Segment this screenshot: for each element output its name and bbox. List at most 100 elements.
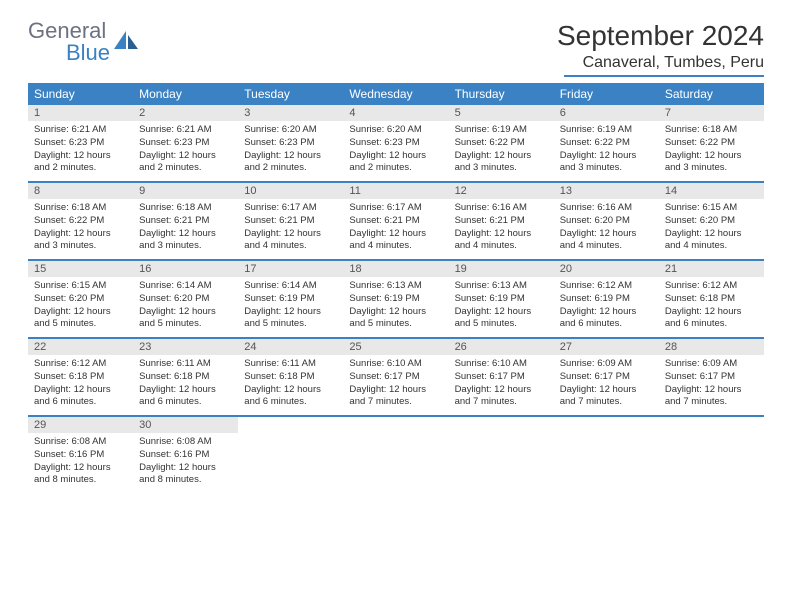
sunrise-line: Sunrise: 6:19 AM (560, 124, 653, 137)
header: General Blue September 2024 Canaveral, T… (28, 20, 764, 77)
sunset-line: Sunset: 6:17 PM (349, 371, 442, 384)
day-number: 19 (449, 261, 554, 277)
sunset-line: Sunset: 6:21 PM (349, 215, 442, 228)
day-content: Sunrise: 6:12 AMSunset: 6:18 PMDaylight:… (28, 355, 133, 414)
daylight-line: Daylight: 12 hours and 7 minutes. (560, 384, 653, 410)
day-number: 8 (28, 183, 133, 199)
daylight-line: Daylight: 12 hours and 4 minutes. (455, 228, 548, 254)
daylight-line: Daylight: 12 hours and 7 minutes. (665, 384, 758, 410)
day-cell: 21Sunrise: 6:12 AMSunset: 6:18 PMDayligh… (659, 261, 764, 337)
sunrise-line: Sunrise: 6:12 AM (34, 358, 127, 371)
location-text: Canaveral, Tumbes, Peru (564, 54, 764, 77)
sunrise-line: Sunrise: 6:13 AM (349, 280, 442, 293)
day-number: 30 (133, 417, 238, 433)
day-number: 4 (343, 105, 448, 121)
dow-friday: Friday (554, 83, 659, 105)
day-number: 14 (659, 183, 764, 199)
day-cell: 15Sunrise: 6:15 AMSunset: 6:20 PMDayligh… (28, 261, 133, 337)
day-cell: 19 Sunrise: 6:13 AMSunset: 6:19 PMDayligh… (449, 261, 554, 337)
sunset-line: Sunset: 6:19 PM (560, 293, 653, 306)
daylight-line: Daylight: 12 hours and 3 minutes. (34, 228, 127, 254)
dow-tuesday: Tuesday (238, 83, 343, 105)
day-number: 7 (659, 105, 764, 121)
daylight-line: Daylight: 12 hours and 3 minutes. (455, 150, 548, 176)
day-content: Sunrise: 6:14 AMSunset: 6:20 PMDaylight:… (133, 277, 238, 336)
day-cell: 26Sunrise: 6:10 AMSunset: 6:17 PMDayligh… (449, 339, 554, 415)
day-number: 5 (449, 105, 554, 121)
daylight-line: Daylight: 12 hours and 5 minutes. (455, 306, 548, 332)
daylight-line: Daylight: 12 hours and 4 minutes. (349, 228, 442, 254)
dow-wednesday: Wednesday (343, 83, 448, 105)
day-content: Sunrise: 6:09 AMSunset: 6:17 PMDaylight:… (659, 355, 764, 414)
sunset-line: Sunset: 6:23 PM (139, 137, 232, 150)
sunrise-line: Sunrise: 6:17 AM (349, 202, 442, 215)
sunrise-line: Sunrise: 6:13 AM (455, 280, 548, 293)
week-row: 8Sunrise: 6:18 AMSunset: 6:22 PMDaylight… (28, 183, 764, 261)
daylight-line: Daylight: 12 hours and 2 minutes. (349, 150, 442, 176)
day-cell: 30Sunrise: 6:08 AMSunset: 6:16 PMDayligh… (133, 417, 238, 493)
day-number: 25 (343, 339, 448, 355)
day-cell: 12Sunrise: 6:16 AMSunset: 6:21 PMDayligh… (449, 183, 554, 259)
sunrise-line: Sunrise: 6:20 AM (349, 124, 442, 137)
day-cell: 18Sunrise: 6:13 AMSunset: 6:19 PMDayligh… (343, 261, 448, 337)
daylight-line: Daylight: 12 hours and 2 minutes. (244, 150, 337, 176)
day-content: Sunrise: 6:18 AMSunset: 6:22 PMDaylight:… (28, 199, 133, 258)
sunset-line: Sunset: 6:21 PM (244, 215, 337, 228)
daylight-line: Daylight: 12 hours and 6 minutes. (34, 384, 127, 410)
sunrise-line: Sunrise: 6:09 AM (560, 358, 653, 371)
day-content: Sunrise: 6:17 AMSunset: 6:21 PMDaylight:… (343, 199, 448, 258)
sunrise-line: Sunrise: 6:09 AM (665, 358, 758, 371)
day-number: 17 (238, 261, 343, 277)
daylight-line: Daylight: 12 hours and 5 minutes. (244, 306, 337, 332)
day-number: 2 (133, 105, 238, 121)
sunrise-line: Sunrise: 6:21 AM (139, 124, 232, 137)
sunrise-line: Sunrise: 6:18 AM (139, 202, 232, 215)
day-number: 11 (343, 183, 448, 199)
day-cell: 9Sunrise: 6:18 AMSunset: 6:21 PMDaylight… (133, 183, 238, 259)
day-number: 21 (659, 261, 764, 277)
day-content: Sunrise: 6:20 AMSunset: 6:23 PMDaylight:… (238, 121, 343, 180)
day-content: Sunrise: 6:15 AMSunset: 6:20 PMDaylight:… (28, 277, 133, 336)
day-number: 18 (343, 261, 448, 277)
day-number: 20 (554, 261, 659, 277)
day-number: 10 (238, 183, 343, 199)
day-content: Sunrise: 6:08 AMSunset: 6:16 PMDaylight:… (28, 433, 133, 492)
day-number: 9 (133, 183, 238, 199)
day-cell: 8Sunrise: 6:18 AMSunset: 6:22 PMDaylight… (28, 183, 133, 259)
sunset-line: Sunset: 6:23 PM (349, 137, 442, 150)
sunset-line: Sunset: 6:19 PM (349, 293, 442, 306)
day-cell: 28Sunrise: 6:09 AMSunset: 6:17 PMDayligh… (659, 339, 764, 415)
sunset-line: Sunset: 6:23 PM (244, 137, 337, 150)
dow-thursday: Thursday (449, 83, 554, 105)
week-row: 22Sunrise: 6:12 AMSunset: 6:18 PMDayligh… (28, 339, 764, 417)
sunset-line: Sunset: 6:18 PM (665, 293, 758, 306)
sunrise-line: Sunrise: 6:15 AM (34, 280, 127, 293)
empty-cell (659, 417, 764, 493)
day-number: 16 (133, 261, 238, 277)
day-content: Sunrise: 6:17 AMSunset: 6:21 PMDaylight:… (238, 199, 343, 258)
daylight-line: Daylight: 12 hours and 3 minutes. (139, 228, 232, 254)
sunrise-line: Sunrise: 6:18 AM (665, 124, 758, 137)
day-content: Sunrise: 6:21 AMSunset: 6:23 PMDaylight:… (133, 121, 238, 180)
sunrise-line: Sunrise: 6:11 AM (244, 358, 337, 371)
day-content: Sunrise: 6:19 AMSunset: 6:22 PMDaylight:… (449, 121, 554, 180)
day-number: 27 (554, 339, 659, 355)
day-cell: 29Sunrise: 6:08 AMSunset: 6:16 PMDayligh… (28, 417, 133, 493)
daylight-line: Daylight: 12 hours and 3 minutes. (665, 150, 758, 176)
day-cell: 22Sunrise: 6:12 AMSunset: 6:18 PMDayligh… (28, 339, 133, 415)
sunset-line: Sunset: 6:18 PM (139, 371, 232, 384)
daylight-line: Daylight: 12 hours and 8 minutes. (139, 462, 232, 488)
day-content: Sunrise: 6:18 AMSunset: 6:22 PMDaylight:… (659, 121, 764, 180)
daylight-line: Daylight: 12 hours and 6 minutes. (244, 384, 337, 410)
sunset-line: Sunset: 6:22 PM (665, 137, 758, 150)
calendar: SundayMondayTuesdayWednesdayThursdayFrid… (28, 83, 764, 493)
day-content: Sunrise: 6:13 AMSunset: 6:19 PMDaylight:… (343, 277, 448, 336)
day-cell: 13Sunrise: 6:16 AMSunset: 6:20 PMDayligh… (554, 183, 659, 259)
daylight-line: Daylight: 12 hours and 5 minutes. (139, 306, 232, 332)
logo-word-2: Blue (66, 40, 110, 65)
sunset-line: Sunset: 6:19 PM (455, 293, 548, 306)
daylight-line: Daylight: 12 hours and 5 minutes. (349, 306, 442, 332)
day-of-week-header: SundayMondayTuesdayWednesdayThursdayFrid… (28, 83, 764, 105)
day-cell: 25Sunrise: 6:10 AMSunset: 6:17 PMDayligh… (343, 339, 448, 415)
day-cell: 16Sunrise: 6:14 AMSunset: 6:20 PMDayligh… (133, 261, 238, 337)
